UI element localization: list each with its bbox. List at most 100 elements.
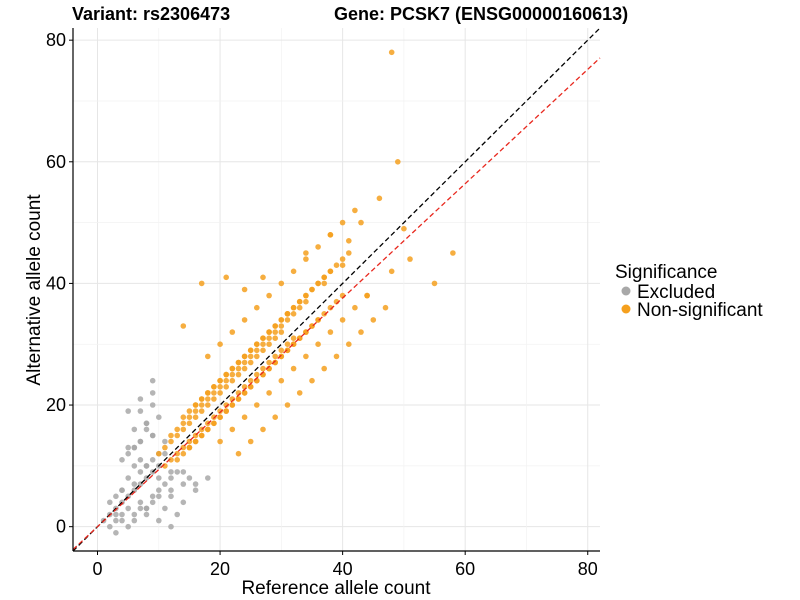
- point-non-significant: [217, 390, 223, 396]
- point-excluded: [156, 475, 162, 481]
- point-excluded: [174, 511, 180, 518]
- point-non-significant: [272, 329, 279, 335]
- point-excluded: [149, 493, 156, 500]
- point-non-significant: [247, 353, 254, 360]
- x-tick-label: 60: [455, 559, 475, 579]
- point-non-significant: [241, 353, 248, 360]
- point-non-significant: [290, 268, 297, 275]
- point-non-significant: [321, 274, 328, 281]
- point-non-significant: [247, 359, 254, 366]
- point-non-significant: [180, 420, 187, 427]
- point-excluded: [119, 517, 125, 524]
- legend-label-non-significant: Non-significant: [637, 300, 763, 321]
- point-excluded: [137, 408, 144, 414]
- point-non-significant: [174, 426, 180, 433]
- point-non-significant: [205, 353, 211, 360]
- point-non-significant: [395, 159, 401, 165]
- axes: [72, 28, 600, 552]
- point-non-significant: [211, 420, 217, 427]
- point-excluded: [113, 493, 119, 500]
- point-non-significant: [266, 390, 272, 396]
- point-excluded: [162, 505, 168, 512]
- point-excluded: [107, 523, 113, 530]
- point-non-significant: [309, 286, 315, 293]
- point-non-significant: [272, 353, 279, 360]
- point-excluded: [149, 432, 156, 439]
- ticks: 0 20 40 60 80 0 20 40 60 80: [46, 30, 598, 579]
- point-non-significant: [315, 341, 321, 348]
- point-non-significant: [321, 365, 328, 372]
- point-non-significant: [229, 371, 236, 378]
- point-non-significant: [229, 402, 236, 408]
- point-non-significant: [253, 402, 260, 408]
- point-excluded: [186, 475, 193, 481]
- point-non-significant: [284, 317, 291, 323]
- point-excluded: [149, 390, 156, 396]
- point-excluded: [168, 493, 174, 500]
- point-non-significant: [352, 304, 358, 311]
- point-non-significant: [296, 390, 303, 396]
- point-non-significant: [346, 238, 352, 244]
- point-non-significant: [278, 377, 285, 384]
- point-non-significant: [339, 317, 346, 323]
- point-non-significant: [223, 402, 229, 408]
- reference-lines: [72, 27, 601, 552]
- point-non-significant: [327, 329, 334, 335]
- point-non-significant: [431, 280, 438, 287]
- grid: [73, 28, 600, 551]
- point-non-significant: [247, 377, 254, 384]
- point-excluded: [137, 457, 144, 463]
- point-excluded: [162, 450, 168, 457]
- point-non-significant: [278, 280, 285, 287]
- point-non-significant: [284, 311, 291, 317]
- point-non-significant: [241, 414, 248, 421]
- point-non-significant: [235, 365, 242, 372]
- chart-title-gene: Gene: PCSK7 (ENSG00000160613): [334, 4, 628, 24]
- point-non-significant: [180, 323, 187, 329]
- y-tick-label: 60: [46, 152, 66, 172]
- point-excluded: [205, 475, 211, 481]
- point-excluded: [131, 444, 138, 451]
- point-non-significant: [186, 414, 193, 421]
- point-excluded: [131, 517, 138, 524]
- point-non-significant: [278, 323, 285, 329]
- y-tick-label: 0: [56, 517, 66, 537]
- point-excluded: [143, 426, 150, 433]
- point-excluded: [137, 469, 144, 475]
- point-non-significant: [278, 353, 285, 360]
- point-non-significant: [235, 371, 242, 378]
- point-non-significant: [450, 250, 456, 256]
- point-non-significant: [205, 390, 211, 396]
- point-non-significant: [315, 317, 321, 323]
- point-non-significant: [211, 414, 217, 421]
- point-non-significant: [156, 450, 162, 457]
- point-non-significant: [260, 365, 266, 372]
- point-non-significant: [315, 280, 321, 287]
- point-non-significant: [247, 347, 254, 354]
- legend-key-excluded: [621, 286, 631, 296]
- point-non-significant: [253, 304, 260, 311]
- point-non-significant: [266, 359, 272, 366]
- chart-title-variant: Variant: rs2306473: [72, 4, 230, 24]
- y-axis-title: Alternative allele count: [24, 194, 45, 386]
- point-non-significant: [339, 262, 346, 269]
- point-excluded: [131, 481, 138, 487]
- point-non-significant: [327, 304, 334, 311]
- point-non-significant: [346, 250, 352, 256]
- point-non-significant: [260, 426, 266, 433]
- point-non-significant: [235, 396, 242, 402]
- point-excluded: [180, 481, 187, 487]
- point-excluded: [143, 463, 150, 469]
- point-excluded: [156, 414, 162, 421]
- y-tick-label: 40: [46, 273, 66, 293]
- point-non-significant: [241, 365, 248, 372]
- point-non-significant: [192, 414, 199, 421]
- point-non-significant: [339, 256, 346, 262]
- point-non-significant: [198, 402, 205, 408]
- point-non-significant: [303, 256, 309, 262]
- point-non-significant: [205, 396, 211, 402]
- point-excluded: [125, 444, 131, 451]
- point-excluded: [168, 487, 174, 494]
- legend: Significance Excluded Non-significant: [615, 262, 763, 321]
